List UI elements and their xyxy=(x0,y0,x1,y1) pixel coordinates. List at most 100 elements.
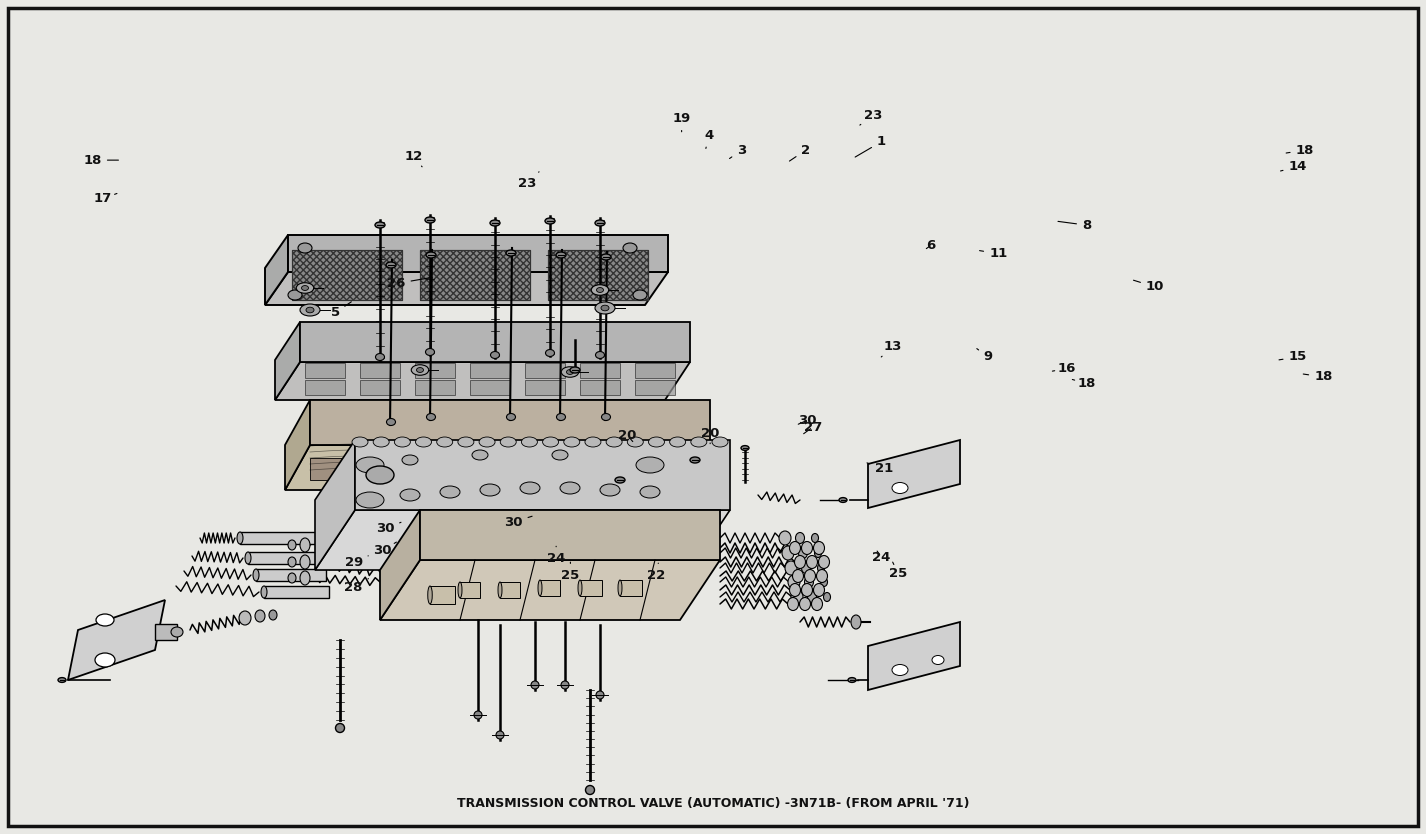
Ellipse shape xyxy=(563,437,580,447)
Text: 21: 21 xyxy=(867,462,893,475)
Bar xyxy=(305,380,345,395)
Polygon shape xyxy=(315,440,355,570)
Ellipse shape xyxy=(817,570,827,582)
Ellipse shape xyxy=(814,549,821,557)
Ellipse shape xyxy=(586,786,595,795)
Ellipse shape xyxy=(933,656,944,665)
Ellipse shape xyxy=(690,437,707,447)
Polygon shape xyxy=(421,510,720,560)
Text: 25: 25 xyxy=(890,562,907,580)
Ellipse shape xyxy=(301,285,308,290)
Ellipse shape xyxy=(375,354,385,360)
Ellipse shape xyxy=(545,218,555,224)
Ellipse shape xyxy=(790,584,800,596)
Ellipse shape xyxy=(288,557,297,567)
Text: 18: 18 xyxy=(1072,377,1095,390)
Ellipse shape xyxy=(356,457,384,473)
Ellipse shape xyxy=(428,586,432,604)
Ellipse shape xyxy=(415,437,432,447)
Ellipse shape xyxy=(893,483,908,494)
Bar xyxy=(431,586,455,604)
Text: TRANSMISSION CONTROL VALVE (AUTOMATIC) -3N71B- (FROM APRIL '71): TRANSMISSION CONTROL VALVE (AUTOMATIC) -… xyxy=(456,797,970,811)
Polygon shape xyxy=(299,322,690,362)
Ellipse shape xyxy=(479,437,495,447)
Bar xyxy=(548,250,647,300)
Bar xyxy=(610,458,645,480)
Ellipse shape xyxy=(606,437,622,447)
Ellipse shape xyxy=(386,419,395,425)
Polygon shape xyxy=(379,560,720,620)
Ellipse shape xyxy=(578,580,582,596)
Text: 25: 25 xyxy=(562,562,579,582)
Ellipse shape xyxy=(496,731,503,739)
Ellipse shape xyxy=(425,349,435,355)
Ellipse shape xyxy=(520,482,540,494)
Ellipse shape xyxy=(261,586,267,598)
Polygon shape xyxy=(379,510,421,620)
Polygon shape xyxy=(265,272,667,305)
Ellipse shape xyxy=(807,591,817,602)
Ellipse shape xyxy=(575,485,586,495)
Ellipse shape xyxy=(298,243,312,253)
Ellipse shape xyxy=(270,610,277,620)
Ellipse shape xyxy=(602,414,610,420)
Text: 20: 20 xyxy=(702,427,719,444)
Polygon shape xyxy=(68,600,165,680)
Ellipse shape xyxy=(811,597,823,610)
Text: 20: 20 xyxy=(619,429,636,442)
Text: 10: 10 xyxy=(1134,280,1164,294)
Text: 27: 27 xyxy=(804,420,821,434)
Bar xyxy=(620,580,642,596)
Bar xyxy=(525,380,565,395)
Bar xyxy=(560,458,595,480)
Text: 30: 30 xyxy=(374,542,396,557)
Text: 17: 17 xyxy=(94,192,117,205)
Polygon shape xyxy=(275,362,690,400)
Ellipse shape xyxy=(801,562,810,574)
Ellipse shape xyxy=(560,681,569,689)
Ellipse shape xyxy=(600,254,610,260)
Polygon shape xyxy=(309,400,710,445)
Ellipse shape xyxy=(299,555,309,569)
Text: 11: 11 xyxy=(980,247,1007,260)
Ellipse shape xyxy=(299,538,309,552)
Ellipse shape xyxy=(395,437,411,447)
Ellipse shape xyxy=(623,243,637,253)
Ellipse shape xyxy=(801,584,813,596)
Bar xyxy=(257,569,327,581)
Ellipse shape xyxy=(801,541,813,555)
Ellipse shape xyxy=(530,681,539,689)
Ellipse shape xyxy=(458,582,462,598)
Ellipse shape xyxy=(288,540,297,550)
Ellipse shape xyxy=(794,555,806,569)
Bar xyxy=(461,582,481,598)
Bar xyxy=(525,363,565,378)
Ellipse shape xyxy=(600,484,620,496)
Text: 18: 18 xyxy=(1286,143,1313,157)
Bar xyxy=(471,380,511,395)
Ellipse shape xyxy=(240,611,251,625)
Polygon shape xyxy=(265,235,288,305)
Text: 6: 6 xyxy=(927,239,935,252)
Text: 15: 15 xyxy=(1279,350,1306,364)
Text: 2: 2 xyxy=(790,143,810,161)
Ellipse shape xyxy=(237,532,242,544)
Polygon shape xyxy=(868,622,960,690)
Ellipse shape xyxy=(288,290,302,300)
Bar xyxy=(264,586,329,598)
Bar xyxy=(660,458,694,480)
Ellipse shape xyxy=(823,592,830,601)
Ellipse shape xyxy=(596,288,603,293)
Ellipse shape xyxy=(649,437,665,447)
Ellipse shape xyxy=(374,437,389,447)
Ellipse shape xyxy=(804,576,813,587)
Ellipse shape xyxy=(813,541,824,555)
Ellipse shape xyxy=(627,437,643,447)
Ellipse shape xyxy=(817,564,824,572)
Polygon shape xyxy=(315,510,730,570)
Ellipse shape xyxy=(813,584,824,596)
Ellipse shape xyxy=(570,367,580,373)
Ellipse shape xyxy=(636,457,665,473)
Text: 18: 18 xyxy=(84,153,118,167)
Bar xyxy=(305,363,345,378)
